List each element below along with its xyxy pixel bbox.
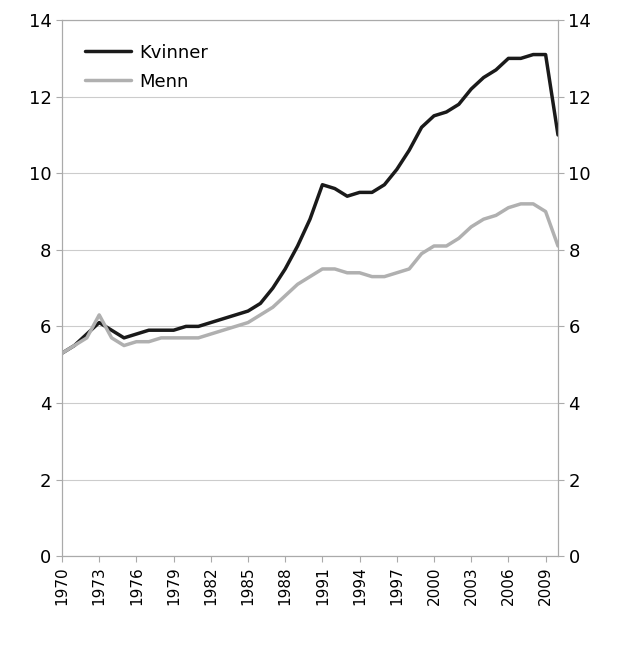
Menn <box>418 250 425 258</box>
Menn <box>455 234 463 243</box>
Menn <box>182 334 190 342</box>
Kvinner <box>269 284 277 292</box>
Menn <box>195 334 202 342</box>
Menn <box>381 273 388 281</box>
Menn <box>542 208 549 216</box>
Menn <box>529 200 537 208</box>
Menn <box>219 326 227 334</box>
Kvinner <box>455 100 463 109</box>
Kvinner <box>95 318 103 326</box>
Menn <box>430 242 438 250</box>
Kvinner <box>517 54 525 62</box>
Menn <box>108 334 115 342</box>
Menn <box>306 273 314 281</box>
Kvinner <box>170 326 177 334</box>
Menn <box>331 265 339 273</box>
Kvinner <box>182 322 190 330</box>
Kvinner <box>554 131 562 139</box>
Menn <box>443 242 450 250</box>
Kvinner <box>157 326 165 334</box>
Kvinner <box>83 330 91 338</box>
Menn <box>83 334 91 342</box>
Kvinner <box>542 50 549 58</box>
Kvinner <box>120 334 128 342</box>
Menn <box>505 204 512 212</box>
Kvinner <box>133 330 140 338</box>
Menn <box>368 273 376 281</box>
Menn <box>554 242 562 250</box>
Menn <box>157 334 165 342</box>
Kvinner <box>405 146 413 154</box>
Menn <box>71 342 78 350</box>
Kvinner <box>232 311 239 319</box>
Kvinner <box>281 265 289 273</box>
Menn <box>281 291 289 299</box>
Kvinner <box>108 326 115 334</box>
Menn <box>133 338 140 346</box>
Menn <box>480 215 487 223</box>
Kvinner <box>306 215 314 223</box>
Menn <box>95 311 103 319</box>
Menn <box>393 269 401 277</box>
Kvinner <box>467 85 475 93</box>
Menn <box>232 322 239 330</box>
Line: Kvinner: Kvinner <box>62 54 558 353</box>
Menn <box>207 330 215 338</box>
Menn <box>517 200 525 208</box>
Kvinner <box>443 108 450 116</box>
Kvinner <box>529 50 537 58</box>
Kvinner <box>145 326 153 334</box>
Kvinner <box>492 66 500 74</box>
Kvinner <box>430 112 438 120</box>
Menn <box>145 338 153 346</box>
Kvinner <box>356 188 363 196</box>
Kvinner <box>331 184 339 192</box>
Menn <box>356 269 363 277</box>
Kvinner <box>71 342 78 350</box>
Menn <box>269 304 277 312</box>
Kvinner <box>257 299 264 308</box>
Menn <box>58 349 66 357</box>
Kvinner <box>207 318 215 326</box>
Line: Menn: Menn <box>62 204 558 353</box>
Kvinner <box>418 123 425 131</box>
Kvinner <box>381 181 388 189</box>
Menn <box>244 318 252 326</box>
Menn <box>170 334 177 342</box>
Menn <box>257 311 264 319</box>
Menn <box>467 223 475 231</box>
Menn <box>405 265 413 273</box>
Menn <box>492 211 500 219</box>
Kvinner <box>480 74 487 82</box>
Kvinner <box>195 322 202 330</box>
Kvinner <box>393 165 401 174</box>
Menn <box>120 342 128 350</box>
Kvinner <box>343 192 351 200</box>
Kvinner <box>58 349 66 357</box>
Menn <box>294 280 301 288</box>
Kvinner <box>244 307 252 315</box>
Legend: Kvinner, Menn: Kvinner, Menn <box>71 29 223 105</box>
Menn <box>343 269 351 277</box>
Kvinner <box>505 54 512 62</box>
Kvinner <box>319 181 326 189</box>
Kvinner <box>219 315 227 323</box>
Menn <box>319 265 326 273</box>
Kvinner <box>294 242 301 250</box>
Kvinner <box>368 188 376 196</box>
